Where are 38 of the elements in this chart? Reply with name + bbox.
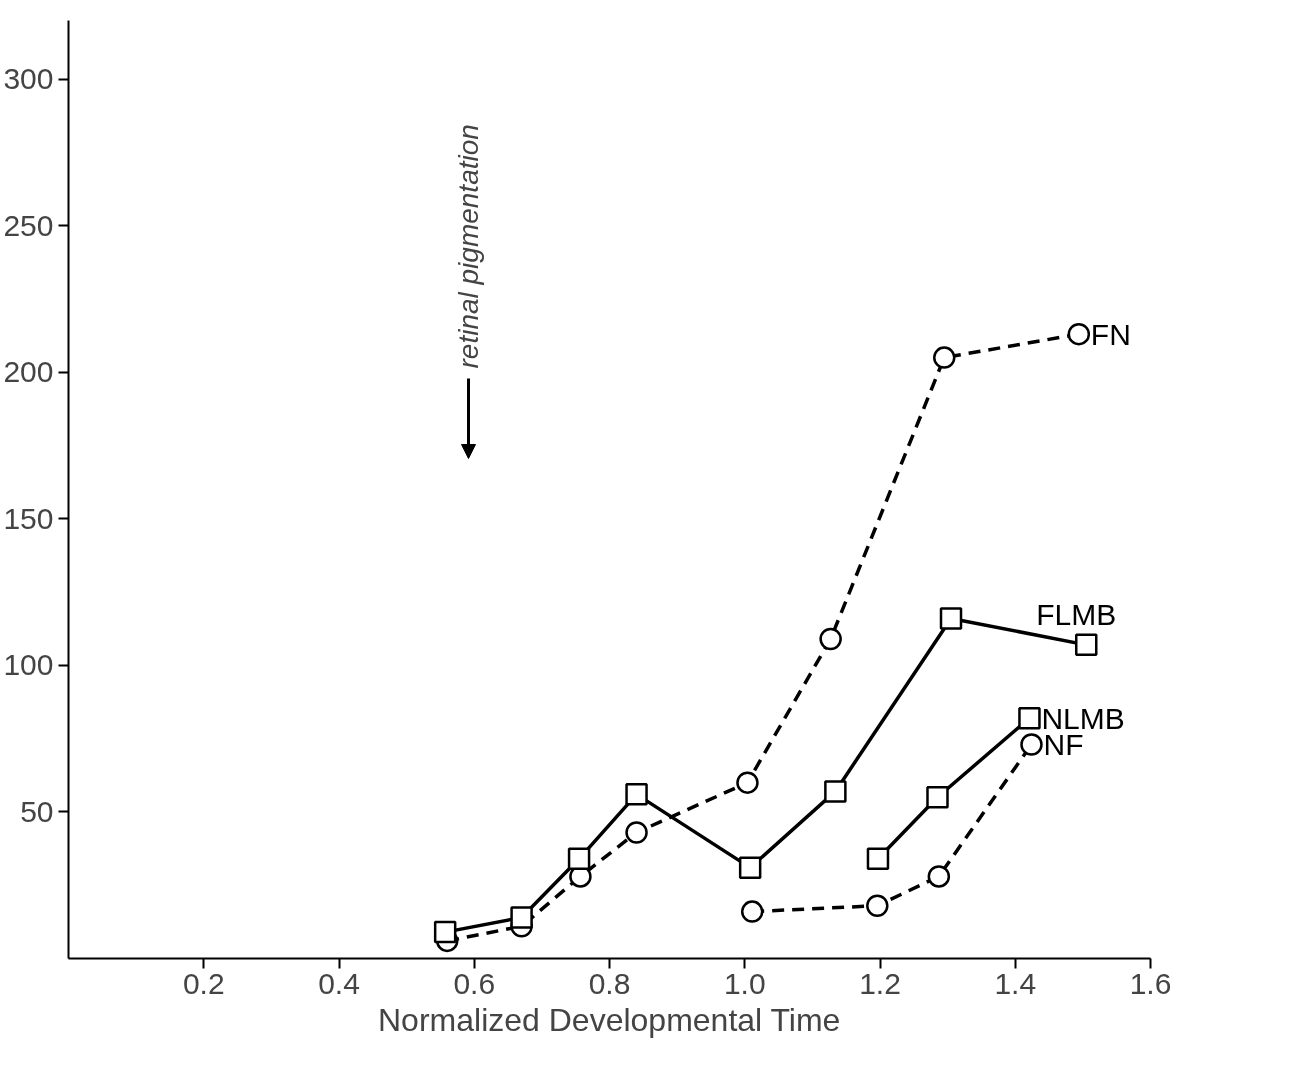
annotation: retinal pigmentation [453,124,484,369]
x-tick-label: 0.4 [318,966,360,1000]
point [433,920,457,944]
series-label: FLMB [1036,598,1117,632]
point [927,865,951,888]
point [866,847,890,871]
point [1067,322,1091,346]
y-tick-label: 300 [3,62,54,96]
point [740,900,764,923]
point [866,894,889,917]
x-tick-label: 1.0 [723,966,766,1000]
x-tick-label: 0.2 [182,966,225,1000]
point [939,607,963,630]
series-label: FN [1090,317,1131,351]
x-axis-title: Normalized Developmental Time [378,1001,841,1038]
point [567,847,591,871]
point [625,783,648,806]
y-tick-label: 100 [3,648,54,682]
point [1075,633,1098,657]
y-tick-label: 200 [3,355,54,389]
x-tick-label: 0.6 [453,966,496,1000]
point [510,906,533,929]
point [824,780,847,803]
y-tick-label: 250 [3,208,54,242]
point [1020,733,1043,756]
x-tick-label: 1.6 [1129,966,1172,1000]
point [736,771,759,794]
y-tick-label: 50 [20,794,54,828]
x-tick-label: 0.8 [588,966,631,1000]
x-tick-label: 1.4 [994,966,1037,1000]
x-tick-label: 1.2 [859,966,901,1000]
point [1018,706,1041,730]
point [819,627,842,651]
point [926,786,949,809]
y-tick-label: 150 [3,501,54,535]
point [738,856,762,879]
point [932,346,956,369]
point [625,821,648,844]
